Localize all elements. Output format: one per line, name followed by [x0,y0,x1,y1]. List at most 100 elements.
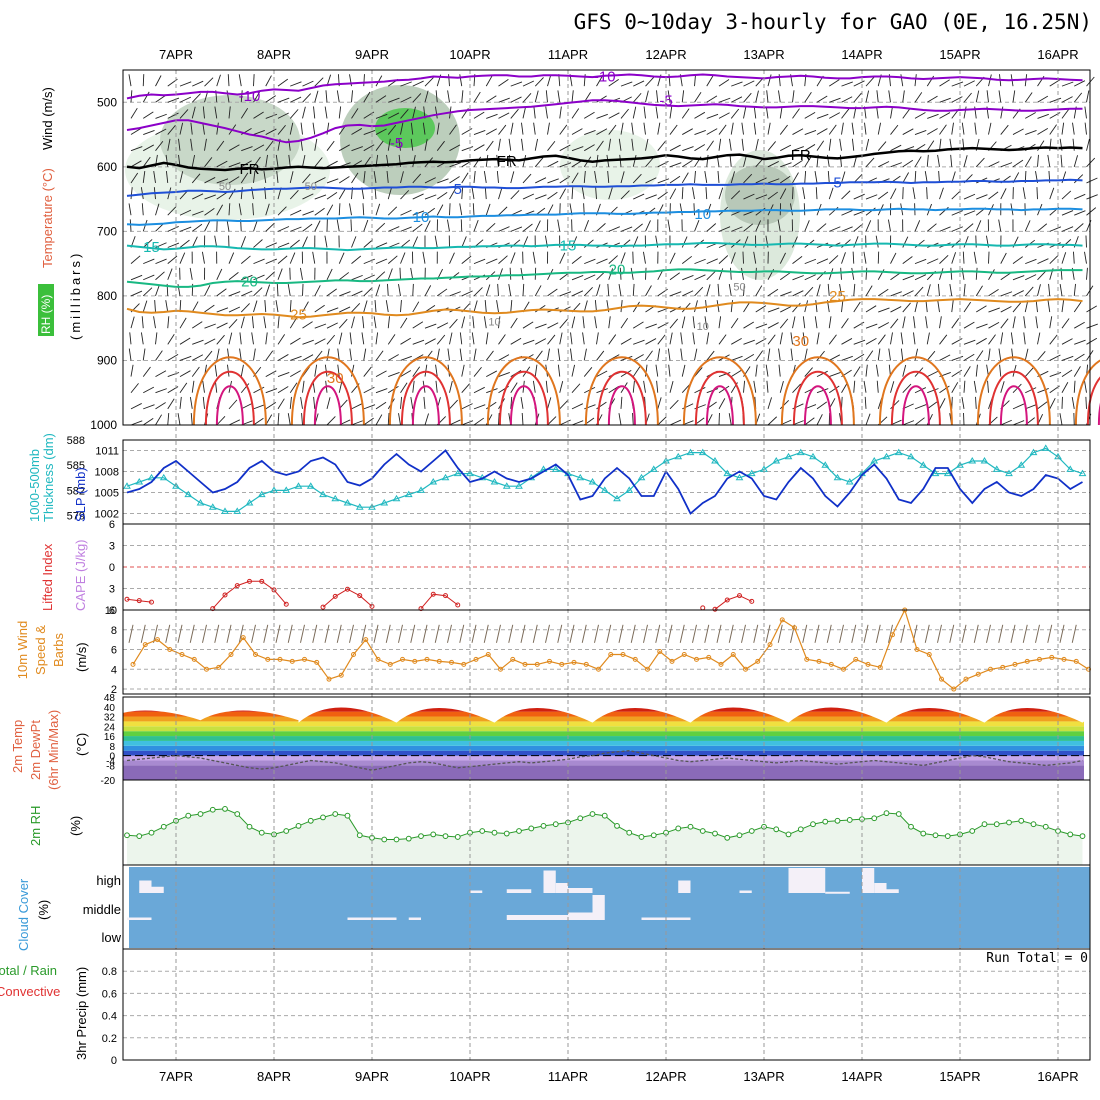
rh2m-point [209,806,216,813]
wind-barb [828,138,832,151]
wind-barb [521,412,524,426]
wind-barb [522,80,535,87]
wind-barb [253,386,265,394]
wind-barb [779,381,784,393]
wind10-barb [1022,624,1028,643]
wind-barb [792,383,801,394]
wind-barb [557,348,561,361]
wind-barb [534,77,544,87]
wind-barb [520,396,524,409]
wind-barb [656,380,659,393]
wind-barb [1037,223,1048,232]
rh2m-point [871,815,878,822]
wind-barb [177,413,181,426]
wind-barb [287,413,291,426]
wind-barb [559,332,563,345]
wind-barb [534,157,544,168]
wind-barb [973,380,977,393]
wind-barb [400,337,412,345]
wind-barb [718,124,727,135]
wind-barb [253,239,263,248]
wind-barb [900,74,904,87]
wind-barb [1025,112,1036,119]
rh2m-point [785,831,792,838]
wind-barb [827,283,830,296]
wind10-barb [263,624,269,643]
wind-barb [1071,396,1075,409]
isotherm-hot [999,385,1028,426]
wind-barb [718,112,730,119]
date-label: 16APR [1037,47,1079,62]
wind-barb [545,380,548,393]
wind10-point [277,656,283,662]
thickness-point [123,482,131,489]
wind-barb [645,285,652,297]
wind-barb [290,355,302,361]
wind-barb [557,219,561,232]
wind-barb [437,178,449,184]
wind-barb [498,316,501,329]
wind-barb [951,96,963,103]
wind-barb [289,189,299,200]
wind10-barb [312,624,318,643]
thickness-point [257,490,266,498]
wind10-point [706,654,712,660]
slp-line [126,449,1083,515]
wind-barb [424,207,435,216]
wind-barb [939,316,942,329]
wind-barb [204,220,211,232]
wind-barb [192,321,203,329]
wind-barb [424,413,429,426]
wind-barb [596,370,608,377]
wind-barb [510,252,516,264]
wind-barb [607,283,610,296]
wind-barb [987,380,989,393]
wind-barb [669,318,679,329]
wind-barb [730,318,739,329]
wind-barb [363,258,376,265]
wind-barb [571,172,579,184]
wind-barb [731,81,743,87]
lifted-index-point [222,592,228,598]
wind-barb [228,176,240,184]
wind-barb [314,323,327,329]
wind-barb [498,112,510,119]
wind-barb [142,74,145,87]
wind-barb [596,223,606,232]
wind-barb [363,170,366,184]
wind-barb [706,350,715,361]
wind-barb [179,171,184,184]
thickness-point [882,452,891,460]
wind-barb [289,109,299,119]
cloud-bar-high [862,868,875,893]
wind10-point [265,656,271,662]
wind-barb [963,193,976,200]
wind10-barb [177,624,183,643]
rh2m-point [650,832,657,839]
wind10-label: 10m Wind Speed & Barbs [15,620,66,680]
wind-barb [437,322,449,329]
wind-barb [522,283,525,296]
wind-barb [130,403,142,410]
wind-barb [363,239,374,248]
wind-barb [510,317,518,329]
wind-barb [302,173,311,184]
wind-barb [753,251,757,264]
contour-label: FR [497,153,517,170]
wind-barb [963,223,974,232]
wind-barb [155,414,163,426]
lifted-index-point [149,599,154,605]
wind10-barb [287,624,293,643]
wind10-point [779,617,785,623]
wind-barb [1049,187,1055,200]
wind10-barb [238,624,244,643]
wind-barb [547,348,550,361]
wind-barb [324,106,328,119]
wind-barb [804,417,815,426]
wind-barb [167,316,170,329]
wind-barb [253,348,256,361]
wind-barb [865,267,868,280]
wind-barb [302,321,313,329]
lifted-index-point [283,601,289,607]
thickness-point [968,457,977,464]
